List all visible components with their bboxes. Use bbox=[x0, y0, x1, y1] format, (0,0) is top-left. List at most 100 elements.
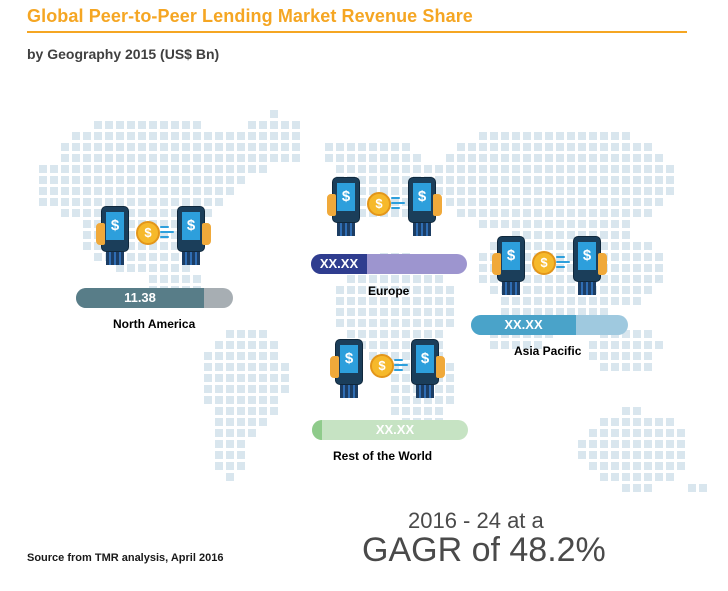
map-dot bbox=[237, 330, 245, 338]
map-dot bbox=[171, 231, 179, 239]
map-dot bbox=[523, 253, 531, 261]
signal-icon bbox=[556, 256, 565, 258]
map-dot bbox=[171, 121, 179, 129]
map-dot bbox=[270, 407, 278, 415]
map-dot bbox=[149, 253, 157, 261]
map-dot bbox=[611, 418, 619, 426]
map-dot bbox=[622, 429, 630, 437]
map-dot bbox=[556, 176, 564, 184]
map-dot bbox=[468, 187, 476, 195]
map-dot bbox=[391, 341, 399, 349]
map-dot bbox=[633, 440, 641, 448]
dollar-coin-icon: $ bbox=[367, 192, 391, 216]
map-dot bbox=[446, 198, 454, 206]
map-dot bbox=[435, 176, 443, 184]
smartphone-icon: $ bbox=[498, 237, 524, 281]
map-dot bbox=[435, 374, 443, 382]
map-dot bbox=[589, 209, 597, 217]
map-dot bbox=[512, 220, 520, 228]
map-dot bbox=[600, 429, 608, 437]
map-dot bbox=[600, 440, 608, 448]
map-dot bbox=[622, 143, 630, 151]
map-dot bbox=[600, 209, 608, 217]
smartphone-icon: $ bbox=[333, 178, 359, 222]
map-dot bbox=[589, 198, 597, 206]
map-dot bbox=[215, 143, 223, 151]
map-dot bbox=[226, 385, 234, 393]
map-dot bbox=[666, 418, 674, 426]
map-dot bbox=[567, 286, 575, 294]
map-dot bbox=[556, 143, 564, 151]
map-dot bbox=[138, 242, 146, 250]
map-dot bbox=[94, 154, 102, 162]
map-dot bbox=[655, 165, 663, 173]
map-dot bbox=[72, 209, 80, 217]
map-dot bbox=[578, 440, 586, 448]
dollar-coin-icon: $ bbox=[370, 354, 394, 378]
map-dot bbox=[391, 374, 399, 382]
map-dot bbox=[391, 275, 399, 283]
map-dot bbox=[402, 209, 410, 217]
map-dot bbox=[578, 297, 586, 305]
map-dot bbox=[336, 308, 344, 316]
map-dot bbox=[149, 264, 157, 272]
map-dot bbox=[270, 385, 278, 393]
map-dot bbox=[336, 143, 344, 151]
map-dot bbox=[380, 187, 388, 195]
map-dot bbox=[380, 154, 388, 162]
map-dot bbox=[391, 154, 399, 162]
map-dot bbox=[644, 286, 652, 294]
map-dot bbox=[611, 231, 619, 239]
map-dot bbox=[94, 198, 102, 206]
map-dot bbox=[644, 429, 652, 437]
map-dot bbox=[347, 319, 355, 327]
sleeve-icon bbox=[502, 281, 520, 295]
map-dot bbox=[160, 121, 168, 129]
map-dot bbox=[501, 165, 509, 173]
map-dot bbox=[358, 319, 366, 327]
map-dot bbox=[347, 275, 355, 283]
map-dot bbox=[358, 176, 366, 184]
map-dot bbox=[589, 440, 597, 448]
map-dot bbox=[611, 429, 619, 437]
map-dot bbox=[479, 176, 487, 184]
map-dot bbox=[556, 154, 564, 162]
map-dot bbox=[578, 451, 586, 459]
map-dot bbox=[369, 330, 377, 338]
map-dot bbox=[534, 286, 542, 294]
map-dot bbox=[182, 121, 190, 129]
map-dot bbox=[622, 440, 630, 448]
map-dot bbox=[435, 385, 443, 393]
map-dot bbox=[270, 110, 278, 118]
map-dot bbox=[325, 154, 333, 162]
map-dot bbox=[644, 198, 652, 206]
map-dot bbox=[479, 253, 487, 261]
map-dot bbox=[237, 176, 245, 184]
map-dot bbox=[479, 275, 487, 283]
map-dot bbox=[589, 341, 597, 349]
map-dot bbox=[215, 407, 223, 415]
map-dot bbox=[248, 330, 256, 338]
map-dot bbox=[171, 143, 179, 151]
map-dot bbox=[446, 297, 454, 305]
map-dot bbox=[534, 143, 542, 151]
sleeve-icon bbox=[337, 222, 355, 236]
north-america-transfer-icon: $ $ $ bbox=[92, 207, 212, 279]
map-dot bbox=[402, 286, 410, 294]
map-dot bbox=[622, 253, 630, 261]
map-dot bbox=[171, 132, 179, 140]
hand-icon bbox=[327, 194, 336, 216]
signal-icon bbox=[394, 359, 403, 361]
map-dot bbox=[677, 429, 685, 437]
map-dot bbox=[556, 198, 564, 206]
map-dot bbox=[622, 462, 630, 470]
map-dot bbox=[556, 187, 564, 195]
map-dot bbox=[248, 396, 256, 404]
map-dot bbox=[446, 396, 454, 404]
sleeve-icon bbox=[416, 384, 434, 398]
map-dot bbox=[61, 143, 69, 151]
map-dot bbox=[633, 253, 641, 261]
map-dot bbox=[523, 143, 531, 151]
map-dot bbox=[138, 264, 146, 272]
map-dot bbox=[655, 451, 663, 459]
